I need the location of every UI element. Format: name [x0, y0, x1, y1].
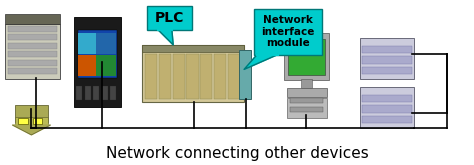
FancyBboxPatch shape — [18, 118, 27, 124]
FancyBboxPatch shape — [8, 26, 57, 32]
FancyBboxPatch shape — [362, 105, 412, 113]
FancyBboxPatch shape — [159, 54, 171, 99]
FancyBboxPatch shape — [8, 60, 57, 66]
FancyBboxPatch shape — [284, 33, 329, 80]
FancyBboxPatch shape — [287, 88, 327, 97]
FancyBboxPatch shape — [147, 6, 192, 30]
FancyBboxPatch shape — [85, 86, 91, 100]
Polygon shape — [12, 125, 50, 135]
FancyBboxPatch shape — [143, 45, 244, 52]
FancyBboxPatch shape — [290, 98, 323, 103]
FancyBboxPatch shape — [8, 43, 57, 49]
FancyBboxPatch shape — [228, 54, 240, 99]
FancyBboxPatch shape — [5, 24, 60, 79]
FancyBboxPatch shape — [173, 54, 185, 99]
FancyBboxPatch shape — [8, 51, 57, 57]
FancyBboxPatch shape — [145, 54, 157, 99]
FancyBboxPatch shape — [74, 17, 121, 107]
Polygon shape — [158, 30, 173, 45]
FancyBboxPatch shape — [186, 54, 199, 99]
Text: Network
interface
module: Network interface module — [261, 15, 314, 48]
FancyBboxPatch shape — [5, 14, 60, 24]
FancyBboxPatch shape — [254, 9, 322, 55]
FancyBboxPatch shape — [360, 38, 414, 79]
FancyBboxPatch shape — [362, 46, 412, 53]
Text: Network connecting other devices: Network connecting other devices — [106, 146, 368, 161]
FancyBboxPatch shape — [362, 67, 412, 74]
FancyBboxPatch shape — [78, 30, 118, 78]
FancyBboxPatch shape — [96, 33, 116, 54]
FancyBboxPatch shape — [287, 98, 327, 118]
FancyBboxPatch shape — [96, 55, 116, 76]
FancyBboxPatch shape — [33, 118, 42, 124]
FancyBboxPatch shape — [360, 87, 414, 128]
FancyBboxPatch shape — [15, 117, 48, 125]
FancyBboxPatch shape — [200, 54, 212, 99]
Polygon shape — [244, 55, 277, 69]
FancyBboxPatch shape — [93, 86, 100, 100]
FancyBboxPatch shape — [362, 95, 412, 102]
FancyBboxPatch shape — [102, 86, 108, 100]
FancyBboxPatch shape — [301, 79, 312, 88]
FancyBboxPatch shape — [362, 116, 412, 123]
FancyBboxPatch shape — [78, 55, 96, 76]
FancyBboxPatch shape — [110, 86, 117, 100]
FancyBboxPatch shape — [76, 86, 82, 100]
FancyBboxPatch shape — [214, 54, 226, 99]
FancyBboxPatch shape — [290, 107, 323, 112]
FancyBboxPatch shape — [15, 105, 48, 122]
FancyBboxPatch shape — [8, 34, 57, 40]
Text: PLC: PLC — [155, 11, 184, 25]
FancyBboxPatch shape — [362, 56, 412, 64]
FancyBboxPatch shape — [288, 39, 325, 75]
FancyBboxPatch shape — [143, 45, 244, 102]
FancyBboxPatch shape — [8, 68, 57, 74]
FancyBboxPatch shape — [78, 33, 96, 54]
FancyBboxPatch shape — [239, 50, 251, 99]
